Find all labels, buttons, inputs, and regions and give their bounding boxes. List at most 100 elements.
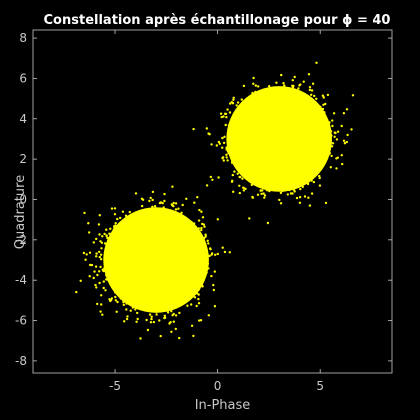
scatter-point [222, 159, 225, 162]
scatter-point [225, 146, 228, 149]
scatter-point [151, 301, 155, 305]
scatter-point [225, 156, 228, 159]
scatter-point [278, 127, 282, 130]
scatter-point [284, 130, 287, 133]
scatter-point [310, 101, 313, 105]
scatter-point [270, 174, 273, 177]
scatter-point [287, 104, 290, 107]
scatter-point [99, 265, 102, 269]
scatter-point [234, 156, 237, 159]
scatter-point [161, 220, 165, 223]
scatter-point [229, 127, 232, 130]
scatter-point [282, 114, 285, 118]
scatter-point [256, 173, 259, 176]
scatter-point [207, 267, 210, 270]
scatter-point [174, 327, 177, 331]
scatter-point [263, 129, 267, 132]
scatter-point [143, 276, 146, 280]
scatter-point [146, 278, 150, 281]
scatter-point [172, 320, 175, 323]
scatter-point [296, 175, 299, 179]
scatter-point [162, 259, 165, 262]
scatter-point [258, 150, 262, 153]
scatter-point [302, 150, 305, 154]
scatter-point [143, 238, 146, 242]
scatter-point [297, 105, 301, 108]
scatter-point [229, 147, 232, 150]
scatter-point [229, 102, 232, 105]
scatter-point [292, 84, 295, 88]
scatter-point [264, 119, 267, 123]
scatter-point [250, 117, 254, 120]
scatter-point [185, 224, 188, 228]
scatter-point [178, 336, 181, 340]
scatter-point [261, 101, 264, 104]
scatter-point [82, 251, 86, 255]
scatter-point [350, 128, 353, 131]
scatter-point [259, 131, 263, 135]
scatter-point [260, 113, 264, 116]
scatter-point [319, 164, 322, 168]
scatter-point [129, 250, 132, 253]
scatter-point [318, 174, 321, 178]
scatter-point [233, 163, 237, 166]
scatter-point [256, 140, 259, 144]
scatter-point [150, 288, 154, 291]
scatter-point [194, 261, 198, 264]
scatter-point [251, 148, 254, 151]
scatter-point [248, 141, 251, 145]
scatter-point [302, 147, 305, 150]
scatter-point [240, 98, 243, 101]
scatter-point [345, 140, 348, 144]
scatter-point [294, 92, 297, 96]
scatter-point [180, 225, 183, 228]
scatter-point [264, 117, 267, 120]
scatter-point [247, 106, 250, 110]
scatter-point [249, 163, 252, 167]
scatter-point [272, 133, 275, 136]
scatter-point [170, 297, 173, 300]
scatter-point [272, 169, 275, 172]
scatter-point [188, 290, 192, 293]
scatter-point [265, 111, 268, 114]
scatter-point [131, 267, 134, 270]
scatter-point [306, 143, 309, 147]
scatter-point [200, 284, 204, 287]
scatter-point [190, 225, 193, 228]
scatter-point [193, 272, 196, 275]
scatter-point [198, 282, 201, 285]
scatter-point [271, 115, 274, 118]
scatter-point [289, 136, 292, 139]
scatter-point [272, 118, 275, 122]
scatter-point [289, 107, 292, 110]
scatter-point [121, 210, 125, 213]
scatter-point [124, 293, 127, 296]
scatter-point [127, 252, 131, 255]
scatter-point [122, 303, 126, 307]
scatter-point [307, 100, 310, 104]
scatter-point [134, 294, 138, 297]
scatter-point [295, 128, 298, 131]
scatter-point [116, 300, 119, 304]
scatter-point [279, 139, 282, 142]
scatter-point [262, 164, 265, 168]
scatter-point [145, 294, 148, 297]
scatter-point [299, 173, 302, 176]
scatter-point [307, 107, 311, 111]
scatter-point [99, 310, 102, 313]
scatter-point [129, 279, 133, 282]
scatter-point [259, 91, 263, 94]
scatter-point [263, 194, 267, 197]
scatter-point [175, 302, 178, 305]
scatter-point [155, 313, 158, 316]
scatter-point [236, 172, 239, 175]
scatter-point [241, 129, 244, 132]
scatter-point [335, 167, 338, 170]
scatter-point [117, 268, 120, 271]
scatter-point [282, 167, 285, 170]
scatter-point [120, 250, 123, 253]
scatter-point [169, 269, 172, 272]
scatter-point [122, 267, 125, 270]
scatter-point [313, 94, 316, 98]
scatter-point [296, 169, 299, 172]
